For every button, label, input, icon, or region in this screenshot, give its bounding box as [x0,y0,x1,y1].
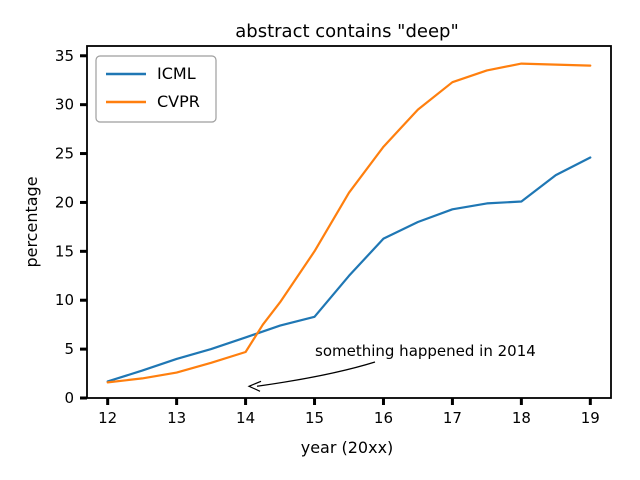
x-axis-label: year (20xx) [301,438,394,457]
annotation-text: something happened in 2014 [315,342,536,360]
plot-frame [86,45,612,399]
x-tick-label: 12 [98,409,117,427]
y-tick-label: 10 [55,291,74,309]
chart-title: abstract contains "deep" [235,21,458,42]
y-tick-label: 0 [64,389,74,407]
annotation-arrow [256,361,376,387]
x-tick-label: 13 [167,409,186,427]
legend-label-icml: ICML [157,64,196,83]
legend-box [95,55,217,123]
x-tick-label: 16 [374,409,393,427]
y-axis-label: percentage [22,176,41,267]
series-line-icml [106,156,592,383]
x-tick-label: 18 [512,409,531,427]
legend-label-cvpr: CVPR [157,92,200,111]
y-tick-label: 20 [55,193,74,211]
plot-area: 12 13 14 15 16 17 18 19 0 5 10 15 20 25 30 35 ICML CVPR so… [55,45,612,427]
y-tick-label: 35 [55,47,74,65]
legend: ICML CVPR [95,55,217,123]
x-tick-label: 17 [443,409,462,427]
y-tick-label: 5 [64,340,74,358]
y-tick-label: 15 [55,242,74,260]
x-tick-label: 19 [581,409,600,427]
x-tick-label: 15 [305,409,324,427]
y-tick-label: 25 [55,145,74,163]
x-tick-label: 14 [236,409,255,427]
y-tick-label: 30 [55,96,74,114]
series-line-cvpr [106,62,592,384]
annotation-arrowhead [247,380,262,392]
